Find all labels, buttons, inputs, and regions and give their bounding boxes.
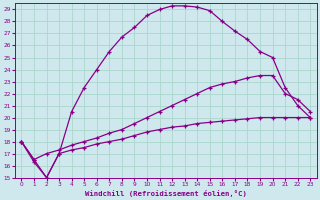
X-axis label: Windchill (Refroidissement éolien,°C): Windchill (Refroidissement éolien,°C) xyxy=(85,190,247,197)
